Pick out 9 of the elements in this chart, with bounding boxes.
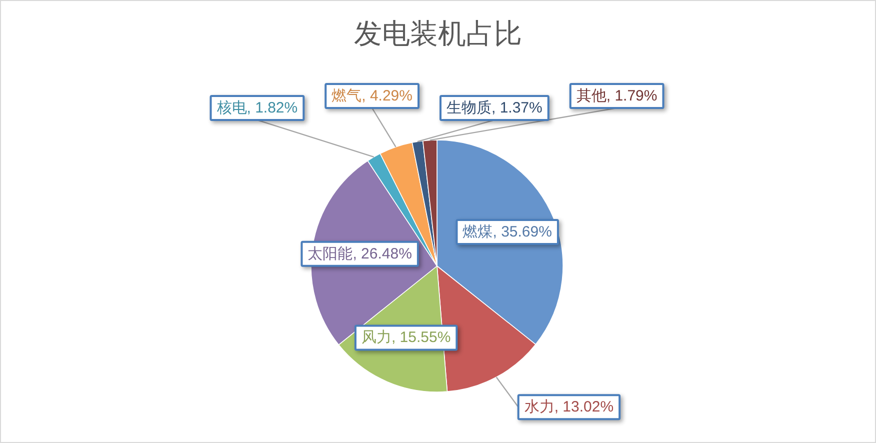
slice-label: 燃煤, 35.69%	[462, 224, 552, 241]
slice-label: 水力, 13.02%	[524, 398, 614, 416]
slice-label: 太阳能, 26.48%	[308, 245, 412, 262]
title: 发电装机占比	[354, 19, 522, 50]
slice-label: 燃气, 4.29%	[332, 88, 412, 104]
slice-label: 生物质, 1.37%	[446, 100, 542, 116]
slice-label: 其他, 1.79%	[576, 88, 658, 104]
slice-label: 核电, 1.82%	[216, 100, 298, 116]
slice-label: 风力, 15.55%	[361, 329, 451, 346]
